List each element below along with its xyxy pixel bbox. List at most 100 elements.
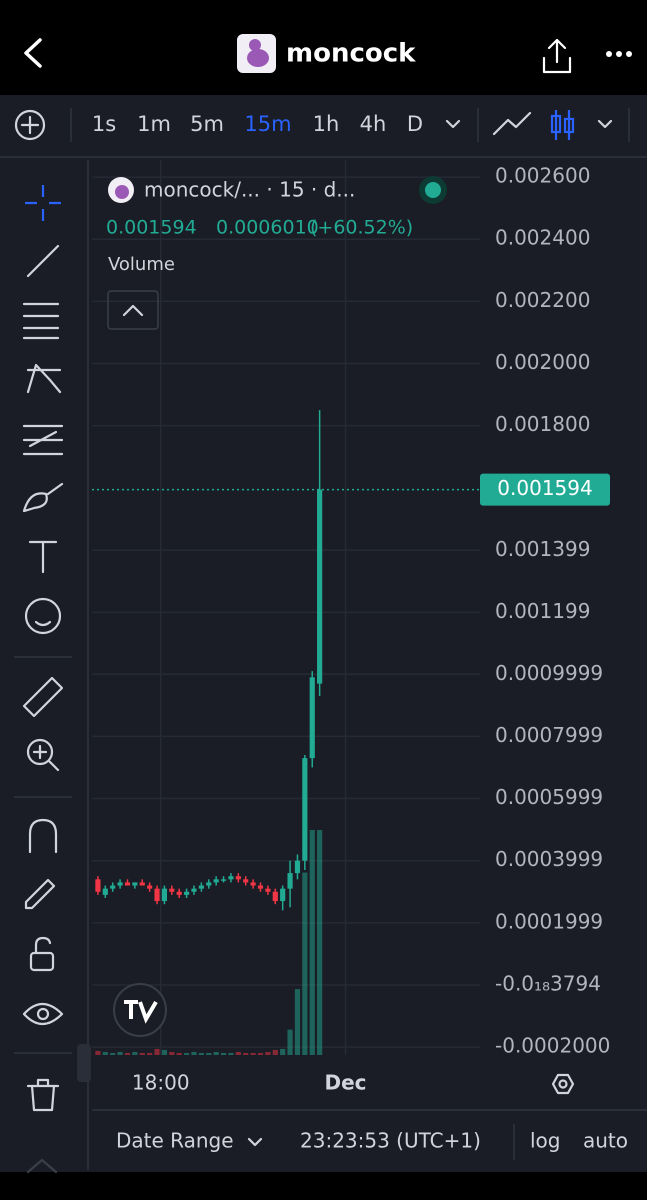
toolbar <box>0 95 647 157</box>
y-tick-label: 0.002000 <box>495 350 590 374</box>
candle-body <box>191 888 197 892</box>
candle-body <box>124 882 131 886</box>
legend-value: 0.0006010 <box>216 217 319 239</box>
volume-bar <box>124 1052 131 1055</box>
trend-line-tool[interactable] <box>26 244 60 278</box>
unlock-shackle <box>34 936 52 955</box>
chart-type-dropdown[interactable] <box>597 119 613 129</box>
candle-body <box>147 885 153 889</box>
candle-body <box>280 888 286 902</box>
volume-bar <box>257 1052 264 1055</box>
volume-bar <box>272 1049 278 1055</box>
candle-body <box>272 891 278 902</box>
collapse-button[interactable] <box>107 290 159 330</box>
volume-bar <box>213 1051 219 1055</box>
legend-value: 0.001594 <box>106 217 197 239</box>
time-display: 23:23:53 (UTC+1) <box>300 1129 481 1153</box>
candle-chart-button[interactable] <box>550 110 575 140</box>
avatar-head <box>249 39 261 51</box>
visibility-tool[interactable] <box>22 1002 64 1026</box>
candle-body <box>257 885 264 889</box>
interval-button[interactable]: D <box>407 112 423 136</box>
delete-tool[interactable] <box>26 1078 60 1112</box>
zoom-tool[interactable] <box>26 738 54 766</box>
forecast-tool[interactable] <box>22 424 64 456</box>
y-tick-label: 0.001399 <box>495 537 590 561</box>
candle-body <box>317 489 323 684</box>
share-button[interactable] <box>542 38 572 74</box>
volume-bar <box>317 830 323 1055</box>
crosshair-tool[interactable] <box>25 185 61 221</box>
interval-button[interactable]: 1h <box>313 112 340 136</box>
volume-bar <box>117 1051 123 1055</box>
brush-tool[interactable] <box>22 482 64 513</box>
y-tick-label: 0.0005999 <box>495 785 603 809</box>
magnet-tool[interactable] <box>28 818 58 854</box>
interval-button[interactable]: 15m <box>244 112 291 136</box>
y-tick-label: 0.002600 <box>495 164 590 188</box>
tradingview-logo <box>113 983 167 1037</box>
volume-bar <box>139 1052 145 1055</box>
volume-bar <box>309 830 315 1055</box>
sidebar-toggle[interactable] <box>77 1044 91 1082</box>
volume-bar <box>169 1051 175 1055</box>
volume-bar <box>161 1049 168 1055</box>
volume-bar <box>228 1052 234 1055</box>
more-tools[interactable] <box>26 1158 58 1174</box>
settings-dot <box>558 1079 568 1089</box>
log-button[interactable]: log <box>530 1129 561 1153</box>
market-status-dot <box>425 182 441 198</box>
candle-body <box>198 885 204 889</box>
y-tick-label: -0.0002000 <box>495 1034 610 1058</box>
add-symbol-button[interactable] <box>14 109 46 141</box>
y-tick-label: 0.0001999 <box>495 909 603 933</box>
date-range-button[interactable]: Date Range <box>116 1129 234 1153</box>
tradingview-mark <box>124 1000 158 1024</box>
candle-body <box>294 860 301 874</box>
candle-body <box>228 876 234 880</box>
header-title: moncock <box>286 39 416 69</box>
symbol-avatar-bird <box>115 185 129 199</box>
interval-button[interactable]: 1s <box>92 112 116 136</box>
candle-body <box>176 891 182 895</box>
volume-bar <box>176 1052 182 1055</box>
y-tick-label: 0.0007999 <box>495 723 603 747</box>
candle-body <box>302 758 308 861</box>
volume-label: Volume <box>108 254 175 275</box>
more-button[interactable] <box>606 51 632 57</box>
ruler-tool[interactable] <box>22 676 64 718</box>
fib-tool[interactable] <box>22 302 60 340</box>
candle-body <box>154 888 160 902</box>
y-tick-label: -0.0₁₈3794 <box>495 971 601 995</box>
zoom-symbols <box>32 744 60 772</box>
volume-bar <box>220 1052 227 1055</box>
candle-body <box>132 882 138 886</box>
interval-dropdown[interactable] <box>445 119 461 129</box>
volume-bar <box>250 1052 256 1055</box>
back-button[interactable] <box>24 38 42 68</box>
chart: 0.002600 0.002400 0.002200 0.002000 0.001800… <box>92 160 610 1095</box>
text-tool[interactable] <box>28 540 58 574</box>
emoji-tool[interactable] <box>24 597 62 635</box>
y-tick-label: 0.002200 <box>495 288 590 312</box>
y-tick-label: 0.001800 <box>495 412 590 436</box>
auto-button[interactable]: auto <box>583 1129 628 1153</box>
pattern-tool[interactable] <box>26 363 62 394</box>
candle-body <box>161 888 168 902</box>
visibility-pupil <box>36 1007 50 1021</box>
interval-button[interactable]: 1m <box>137 112 171 136</box>
volume-bar <box>265 1051 271 1055</box>
date-range-arrow <box>247 1137 263 1147</box>
settings-button[interactable] <box>551 1073 575 1095</box>
interval-group: 1s 1m 5m 15m 1h 4h D <box>92 112 423 136</box>
interval-button[interactable]: 4h <box>360 112 387 136</box>
line-chart-button[interactable] <box>492 111 532 136</box>
volume-bar <box>198 1052 204 1055</box>
volume-bar <box>110 1052 116 1055</box>
lock-drawing-tool[interactable] <box>24 878 56 910</box>
unlock-tool[interactable] <box>29 951 55 972</box>
interval-button[interactable]: 5m <box>190 112 224 136</box>
